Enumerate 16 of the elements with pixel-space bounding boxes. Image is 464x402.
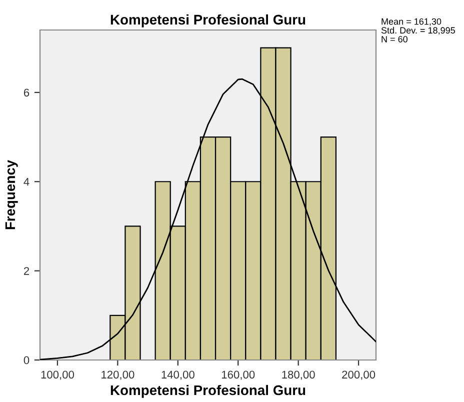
x-tick-label: 120,00 bbox=[102, 370, 134, 380]
chart-title: Kompetensi Profesional Guru bbox=[110, 14, 306, 28]
x-tick-label: 200,00 bbox=[342, 370, 376, 380]
y-tick-label: 4 bbox=[24, 178, 30, 186]
x-tick-label: 160,00 bbox=[222, 370, 255, 380]
text: Std. Dev. = 18,995 bbox=[381, 26, 455, 35]
y-tick-label: 0 bbox=[24, 356, 30, 364]
x-axis-title: Kompetensi Profesional Guru bbox=[110, 384, 306, 398]
x-tick-label: 180,00 bbox=[282, 370, 315, 380]
y-tick-label: 2 bbox=[24, 267, 30, 275]
x-tick-label: 140,00 bbox=[162, 370, 194, 380]
text: Mean = 161,30 bbox=[382, 18, 442, 26]
x-tick-label: 100,00 bbox=[41, 370, 74, 380]
text: N = 60 bbox=[382, 36, 408, 42]
y-axis-title: Frequency bbox=[5, 160, 18, 230]
y-tick-label: 6 bbox=[24, 88, 30, 97]
